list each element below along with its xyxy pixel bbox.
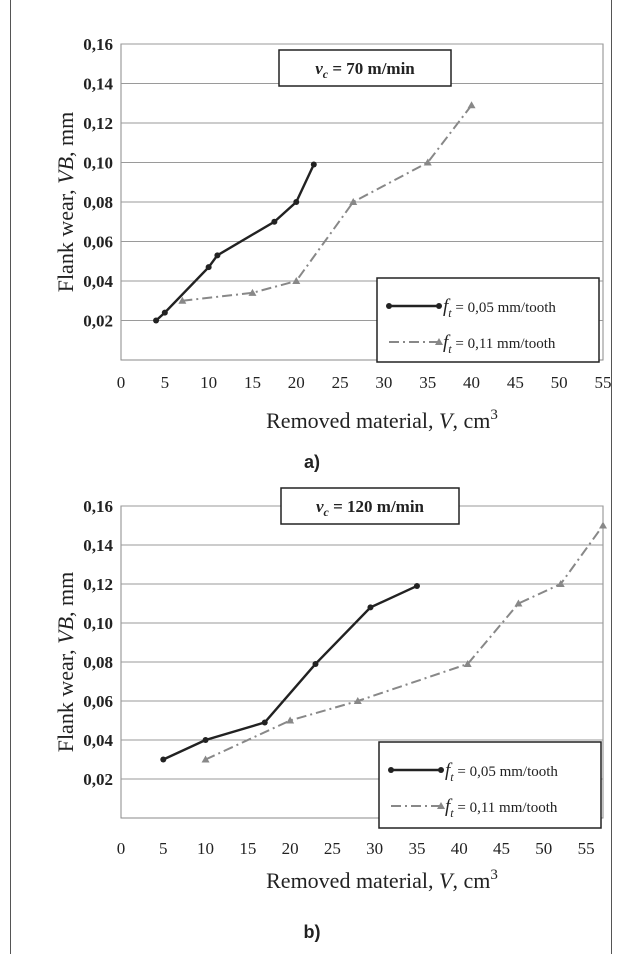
- data-point: [201, 755, 210, 763]
- y-tick-label: 0,14: [83, 75, 113, 94]
- chart-panel-a: 0,02 0,04 0,06 0,08 0,10 0,12 0,14 0,16 0 5 10 15 20…: [11, 0, 613, 476]
- annotation-text: vc = 70 m/min: [315, 59, 415, 81]
- x-tick-label: 55: [578, 839, 595, 858]
- y-tick-label: 0,06: [83, 233, 113, 252]
- data-point: [514, 599, 523, 607]
- legend-marker: [436, 303, 442, 309]
- data-point: [205, 264, 212, 271]
- x-tick-label: 50: [535, 839, 552, 858]
- data-point: [160, 756, 167, 763]
- legend-label: ft = 0,11 mm/tooth: [445, 796, 558, 820]
- x-tick-label: 35: [408, 839, 425, 858]
- y-tick-label: 0,16: [83, 35, 113, 54]
- x-tick-label: 30: [375, 373, 392, 392]
- data-point: [178, 296, 187, 304]
- x-tick-label: 0: [117, 373, 126, 392]
- legend-marker: [438, 767, 444, 773]
- y-tick-label: 0,08: [83, 653, 113, 672]
- y-tick-label: 0,08: [83, 193, 113, 212]
- series-line: [182, 104, 473, 302]
- x-tick-label: 5: [159, 839, 168, 858]
- data-point: [286, 716, 295, 724]
- chart-a-svg: 0,02 0,04 0,06 0,08 0,10 0,12 0,14 0,16 0 5 10 15 20…: [53, 35, 612, 433]
- data-point: [202, 737, 209, 743]
- data-point: [214, 252, 221, 259]
- data-point: [248, 288, 257, 296]
- legend-label: ft = 0,11 mm/tooth: [443, 332, 556, 356]
- legend-marker: [388, 767, 394, 773]
- x-tick-label: 15: [239, 839, 256, 858]
- y-axis-label: Flank wear, VB, mm: [53, 572, 78, 753]
- x-tick-label: 40: [463, 373, 480, 392]
- y-tick-label: 0,06: [83, 692, 113, 711]
- x-tick-label: 25: [324, 839, 341, 858]
- y-tick-label: 0,12: [83, 114, 113, 133]
- data-point: [261, 719, 268, 726]
- y-tick-label: 0,04: [83, 731, 113, 750]
- y-tick-label: 0,12: [83, 575, 113, 594]
- data-point: [353, 697, 362, 704]
- y-tick-label: 0,16: [83, 497, 113, 516]
- data-point: [161, 309, 168, 316]
- legend-marker: [435, 338, 443, 345]
- y-axis-label: Flank wear, VB, mm: [53, 112, 78, 293]
- y-tick-label: 0,10: [83, 614, 113, 633]
- data-point: [310, 161, 317, 168]
- x-tick-label: 20: [282, 839, 299, 858]
- data-point: [293, 199, 300, 205]
- data-point: [349, 198, 358, 205]
- legend-marker: [437, 802, 445, 809]
- annotation-box: [280, 487, 460, 525]
- chart-b-svg: 0,02 0,04 0,06 0,08 0,10 0,12 0,14 0,16 0 5 10 15 20…: [53, 487, 607, 893]
- y-tick-label: 0,10: [83, 154, 113, 173]
- x-tick-label: 45: [507, 373, 524, 392]
- x-tick-label: 20: [288, 373, 305, 392]
- chart-panel-b: 0,02 0,04 0,06 0,08 0,10 0,12 0,14 0,16 0 5 10 15 20…: [11, 478, 613, 954]
- series-line: [162, 584, 418, 761]
- panel-label-a: a): [303, 452, 320, 472]
- legend-label: ft = 0,05 mm/tooth: [443, 296, 556, 320]
- data-point: [153, 317, 160, 324]
- data-point: [413, 582, 420, 589]
- data-point: [292, 277, 301, 284]
- x-tick-label: 5: [161, 373, 170, 392]
- annotation-text: vc = 120 m/min: [316, 497, 425, 519]
- data-point: [463, 659, 472, 667]
- x-tick-label: 50: [551, 373, 568, 392]
- legend-label: ft = 0,05 mm/tooth: [445, 760, 558, 784]
- x-tick-label: 40: [451, 839, 468, 858]
- legend-box: [376, 277, 600, 363]
- x-tick-label: 30: [366, 839, 383, 858]
- x-tick-label: 45: [493, 839, 510, 858]
- data-point: [599, 521, 607, 529]
- x-tick-label: 15: [244, 373, 261, 392]
- y-tick-label: 0,02: [83, 312, 113, 331]
- x-tick-label: 25: [332, 373, 349, 392]
- data-point: [312, 660, 319, 667]
- x-tick-label: 0: [117, 839, 126, 858]
- legend-box: [378, 741, 602, 829]
- x-tick-label: 10: [197, 839, 214, 858]
- data-point: [271, 218, 278, 225]
- annotation-box: [278, 49, 452, 87]
- x-tick-label: 35: [419, 373, 436, 392]
- figure-frame: 0,02 0,04 0,06 0,08 0,10 0,12 0,14 0,16 0 5 10 15 20…: [10, 0, 612, 954]
- x-axis-label: Removed material, V, cm3: [266, 407, 498, 433]
- data-point: [423, 158, 432, 166]
- data-point: [367, 604, 374, 611]
- data-point: [556, 580, 565, 587]
- y-tick-label: 0,02: [83, 770, 113, 789]
- y-tick-label: 0,04: [83, 272, 113, 291]
- x-tick-label: 55: [595, 373, 612, 392]
- panel-label-b: b): [303, 922, 321, 942]
- x-tick-label: 10: [200, 373, 217, 392]
- data-point: [467, 101, 476, 109]
- legend-marker: [386, 303, 392, 309]
- y-tick-label: 0,14: [83, 536, 113, 555]
- x-axis-label: Removed material, V, cm3: [266, 867, 498, 893]
